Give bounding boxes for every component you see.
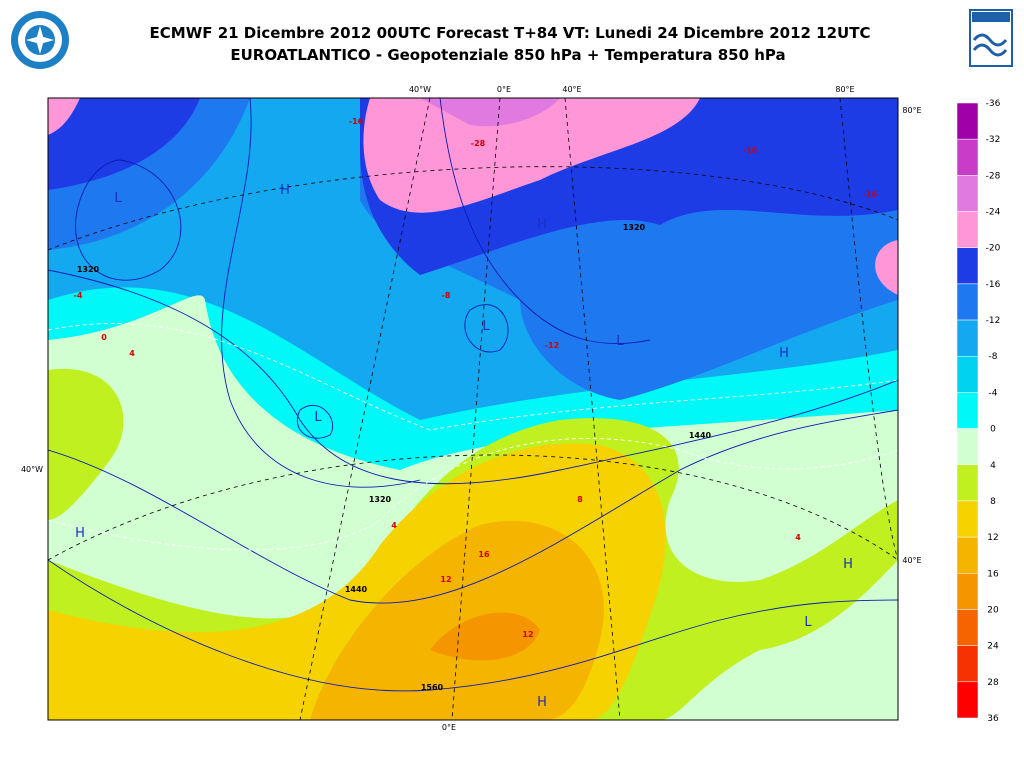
pressure-center: L [616,334,624,349]
contour-label: 1320 [77,265,100,274]
pressure-center: L [482,319,490,334]
colorbar-label: 4 [990,461,996,471]
contour-label: 1320 [623,223,646,232]
colorbar-band [956,609,979,646]
contour-label: -28 [471,139,486,148]
graticule-label: 0°E [497,85,511,94]
pressure-center: H [779,346,789,361]
colorbar-band [956,464,979,502]
colorbar-band [956,247,979,285]
colorbar-band [956,500,979,538]
colorbar-label: -16 [986,280,1001,290]
colorbar-band [956,645,979,683]
graticule-label: 0°E [442,723,456,732]
contour-label: 16 [478,550,490,559]
colorbar-label: 16 [987,569,999,579]
colorbar-band [956,536,979,574]
title-line2: EUROATLANTICO - Geopotenziale 850 hPa + … [230,46,785,64]
contour-label: 4 [795,533,801,542]
contour-label: 1320 [369,495,392,504]
title-line1: ECMWF 21 Dicembre 2012 00UTC Forecast T+… [150,24,871,42]
graticule-label: 40°E [562,85,581,94]
colorbar-band [956,573,979,610]
map-frame [47,97,899,721]
contour-label: 12 [522,630,533,639]
colorbar-label: -8 [989,352,998,362]
contour-label: 8 [577,495,583,504]
colorbar-label: -4 [989,388,998,398]
logo-left [11,11,69,69]
graticule-label: 40°W [409,85,431,94]
colorbar-band [956,283,979,321]
colorbar-label: -24 [986,208,1001,218]
colorbar-label: -20 [986,244,1001,254]
colorbar-label: 0 [990,425,996,435]
colorbar-band [956,681,979,719]
map-labels: 40°W 0°E 40°E 80°E 80°E 40°W 40°E 0°E H L L H L L H H L H… [21,85,922,732]
colorbar-label: 12 [987,533,998,543]
logo-right [969,9,1013,67]
pressure-center: H [280,183,290,198]
pressure-center: H [843,557,853,572]
contour-label: -8 [442,291,451,300]
contour-label: -16 [743,146,758,155]
contour-label: 0 [101,333,107,342]
colorbar-band [956,138,979,176]
colorbar-band [956,102,979,140]
colorbar-label: 28 [987,678,999,688]
colorbar-band [956,175,979,212]
colorbar: -36 -32 -28 -24 -20 -16 -12 -8 -4 0 4 8 12 16 20 24 28 36 [956,99,1001,724]
pressure-center: H [75,526,85,541]
contour-label: 4 [391,521,397,530]
pressure-center: L [804,615,812,630]
graticule-label: 40°E [902,556,921,565]
contour-label: -16 [349,117,364,126]
graticule-label: 80°E [902,106,921,115]
colorbar-label: 24 [987,642,999,652]
colorbar-label: -32 [986,135,1001,145]
colorbar-band [956,428,979,466]
colorbar-band [956,211,979,248]
pressure-center: L [114,191,122,206]
contour-label: 4 [129,349,135,358]
colorbar-label: -28 [986,171,1001,181]
contour-label: 1440 [689,431,712,440]
contour-label: -4 [74,291,83,300]
pressure-center: H [537,217,547,232]
colorbar-band [956,392,979,429]
colorbar-band [956,355,979,393]
contour-label: 1440 [345,585,368,594]
colorbar-label: 36 [987,714,999,724]
pressure-center: H [537,695,547,710]
graticule-label: 40°W [21,465,43,474]
contour-label: 12 [440,575,451,584]
colorbar-label: 20 [987,605,999,615]
contour-label: -16 [863,190,878,199]
colorbar-band [956,319,979,357]
pressure-center: L [314,410,322,425]
colorbar-label: 8 [990,497,996,507]
colorbar-label: -12 [986,316,1001,326]
graticule-label: 80°E [835,85,854,94]
colorbar-label: -36 [986,99,1001,109]
contour-label: 1560 [421,683,444,692]
map-fields [48,98,898,720]
contour-label: -12 [545,341,559,350]
